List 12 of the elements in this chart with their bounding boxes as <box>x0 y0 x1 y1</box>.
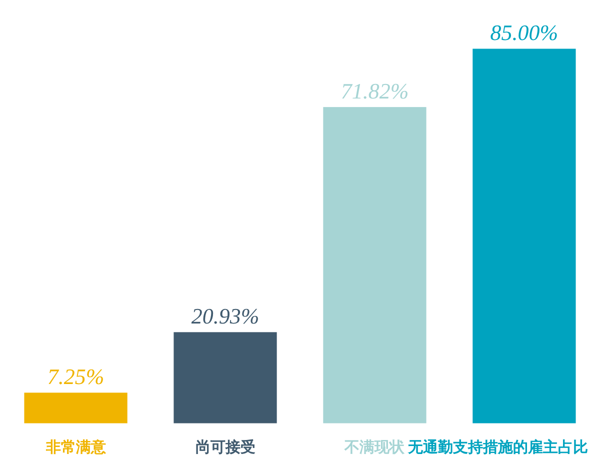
bar <box>322 106 428 425</box>
data-label: 20.93% <box>191 303 260 328</box>
x-tick-label: 无通勤支持措施的雇主占比 <box>407 438 588 456</box>
x-tick-label: 不满现状 <box>344 438 406 456</box>
bar <box>22 391 129 425</box>
data-label: 7.25% <box>47 364 104 389</box>
x-tick-label: 非常满意 <box>44 438 107 456</box>
x-tick-label: 尚可接受 <box>195 438 256 456</box>
data-label: 85.00% <box>490 20 558 45</box>
bar <box>471 47 578 425</box>
bar <box>172 330 278 425</box>
data-label: 71.82% <box>340 78 409 104</box>
